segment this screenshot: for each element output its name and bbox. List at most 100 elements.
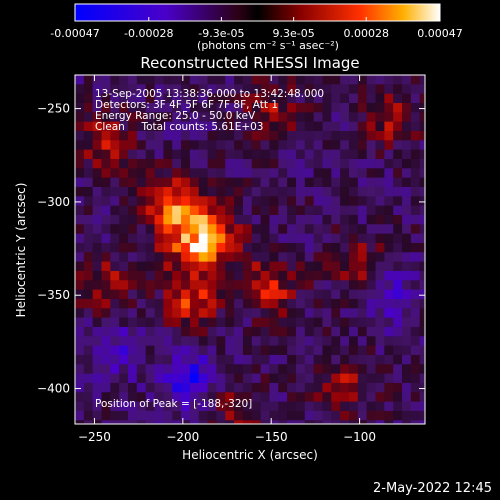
heatmap-cell [119,364,129,375]
heatmap-cell [163,158,173,169]
heatmap-cell [145,280,156,291]
heatmap-cell [419,112,425,123]
heatmap-cell [92,112,103,123]
heatmap-cell [172,121,182,132]
heatmap-cell [357,270,368,281]
heatmap-cell [234,345,244,356]
heatmap-cell [163,205,173,216]
heatmap-cell [119,121,129,132]
heatmap-cell [402,373,412,384]
colorbar-tick-label: 9.3e-05 [272,27,314,40]
heatmap-cell [128,382,138,393]
heatmap-cell [225,186,235,197]
heatmap-cell [260,140,270,151]
heatmap-cell [278,224,288,235]
heatmap-cell [410,280,421,291]
heatmap-cell [260,252,270,263]
heatmap-cell [207,214,217,225]
heatmap-cell [393,336,403,347]
heatmap-cell [419,233,425,244]
heatmap-cell [260,158,270,169]
heatmap-cell [216,224,226,235]
heatmap-cell [304,93,315,104]
heatmap-cell [393,214,403,225]
heatmap-cell [172,270,182,281]
colorbar-tick-label: 0.00028 [343,27,389,40]
heatmap-cell [242,289,253,300]
heatmap-cell [75,140,85,151]
heatmap-cell [172,382,182,393]
heatmap-cell [393,121,403,132]
heatmap-cell [75,93,85,104]
heatmap-cell [136,177,147,188]
heatmap-cell [348,364,359,375]
heatmap-cell [136,214,147,225]
heatmap-cell [419,158,425,169]
heatmap-cell [410,112,421,123]
heatmap-cell [304,168,315,179]
heatmap-cell [172,149,182,160]
heatmap-cell [393,382,403,393]
heatmap-cell [340,93,350,104]
heatmap-cell [136,410,147,421]
heatmap-cell [92,168,103,179]
heatmap-cell [101,149,111,160]
heatmap-cell [393,84,403,95]
heatmap-cell [402,401,412,412]
heatmap-cell [340,401,350,412]
heatmap-cell [181,410,191,421]
heatmap-cell [278,168,288,179]
heatmap-cell [260,261,270,272]
heatmap-cell [75,75,85,85]
heatmap-cell [92,373,103,384]
heatmap-cell [287,186,297,197]
heatmap-cell [189,158,200,169]
heatmap-cell [154,326,164,337]
heatmap-cell [110,130,120,141]
heatmap-cell [322,140,332,151]
heatmap-cell [75,102,85,113]
heatmap-cell [216,130,226,141]
heatmap-cell [331,317,341,328]
heatmap-cell [83,280,94,291]
heatmap-cell [313,112,323,123]
heatmap-cell [163,224,173,235]
heatmap-cell [154,112,164,123]
heatmap-cell [145,75,156,85]
heatmap-cell [287,261,297,272]
heatmap-cell [181,130,191,141]
heatmap-cell [393,261,403,272]
heatmap-cell [340,196,350,207]
heatmap-cell [145,354,156,365]
heatmap-cell [136,401,147,412]
heatmap-cell [410,326,421,337]
heatmap-cell [331,149,341,160]
heatmap-cell [269,186,279,197]
heatmap-cell [163,345,173,356]
heatmap-cell [225,298,235,309]
heatmap-cell [154,149,164,160]
heatmap-cell [83,140,94,151]
heatmap-cell [75,233,85,244]
heatmap-cell [402,224,412,235]
heatmap-cell [251,112,262,123]
heatmap-cell [366,205,377,216]
heatmap-cell [101,317,111,328]
heatmap-cell [242,205,253,216]
heatmap-cell [402,252,412,263]
heatmap-cell [295,177,306,188]
heatmap-cell [304,205,315,216]
heatmap-cell [119,317,129,328]
heatmap-cell [331,214,341,225]
heatmap-cell [128,326,138,337]
heatmap-cell [260,233,270,244]
heatmap-cell [278,140,288,151]
heatmap-cell [225,317,235,328]
heatmap-cell [101,233,111,244]
heatmap-cell [366,382,377,393]
heatmap-cell [216,289,226,300]
heatmap-cell [402,354,412,365]
heatmap-cell [295,186,306,197]
heatmap-cell [340,233,350,244]
